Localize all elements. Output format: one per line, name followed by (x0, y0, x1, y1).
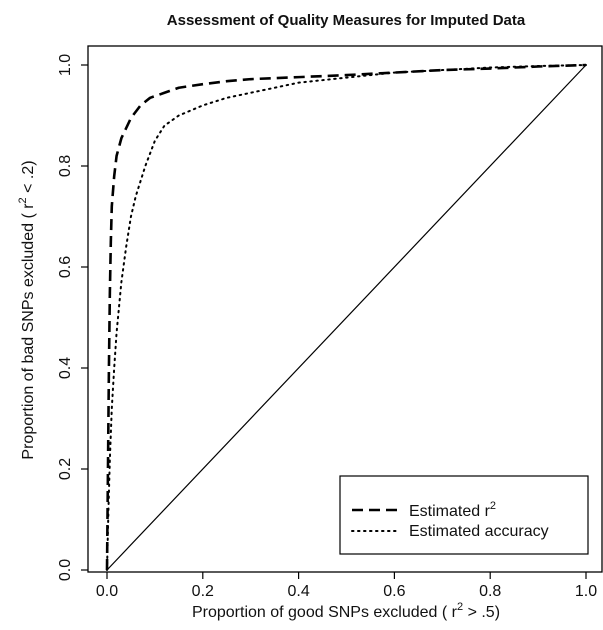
y-tick-label-1: 0.2 (57, 458, 74, 480)
y-tick-label-0: 0.0 (57, 559, 74, 581)
legend: Estimated r2 Estimated accuracy (339, 475, 589, 555)
legend-label-estimated-r2: Estimated r2 (409, 500, 496, 520)
series-layer (105, 63, 587, 571)
axes: 0.0 0.2 0.4 0.6 0.8 1.0 0.0 0.2 0.4 0.6 0.8 1.0 (57, 54, 597, 600)
legend-label-estimated-r2-sup: 2 (490, 500, 496, 512)
plot-frame (87, 45, 603, 573)
series-line-reference-diagonal (106, 64, 587, 571)
x-tick-label-5: 1.0 (575, 583, 597, 600)
legend-label-estimated-accuracy: Estimated accuracy (409, 523, 549, 540)
legend-box (339, 475, 589, 555)
legend-label-estimated-r2-text: Estimated r (409, 503, 491, 520)
y-axis-title-sup: 2 (17, 197, 29, 203)
y-axis-title-suffix: < .2) (20, 160, 37, 197)
x-axis-title: Proportion of good SNPs excluded ( r2 > … (192, 601, 500, 621)
series-line-estimated-r2 (105, 63, 587, 571)
y-tick-label-4: 0.8 (57, 155, 74, 177)
x-axis-title-sup: 2 (457, 601, 463, 613)
x-axis-title-prefix: Proportion of good SNPs excluded ( r (192, 604, 458, 621)
y-axis-title-prefix: Proportion of bad SNPs excluded ( r (20, 203, 37, 460)
x-axis-title-suffix: > .5) (463, 604, 500, 621)
x-tick-label-1: 0.2 (192, 583, 214, 600)
y-tick-label-2: 0.4 (57, 357, 74, 379)
y-tick-label-5: 1.0 (57, 54, 74, 76)
x-tick-label-0: 0.0 (96, 583, 118, 600)
x-tick-label-4: 0.8 (479, 583, 501, 600)
chart-title: Assessment of Quality Measures for Imput… (167, 12, 526, 29)
x-tick-label-2: 0.4 (287, 583, 309, 600)
y-axis-title: Proportion of bad SNPs excluded ( r2 < .… (17, 160, 37, 459)
y-tick-label-3: 0.6 (57, 256, 74, 278)
x-tick-label-3: 0.6 (383, 583, 405, 600)
series-line-estimated-accuracy (106, 64, 587, 571)
